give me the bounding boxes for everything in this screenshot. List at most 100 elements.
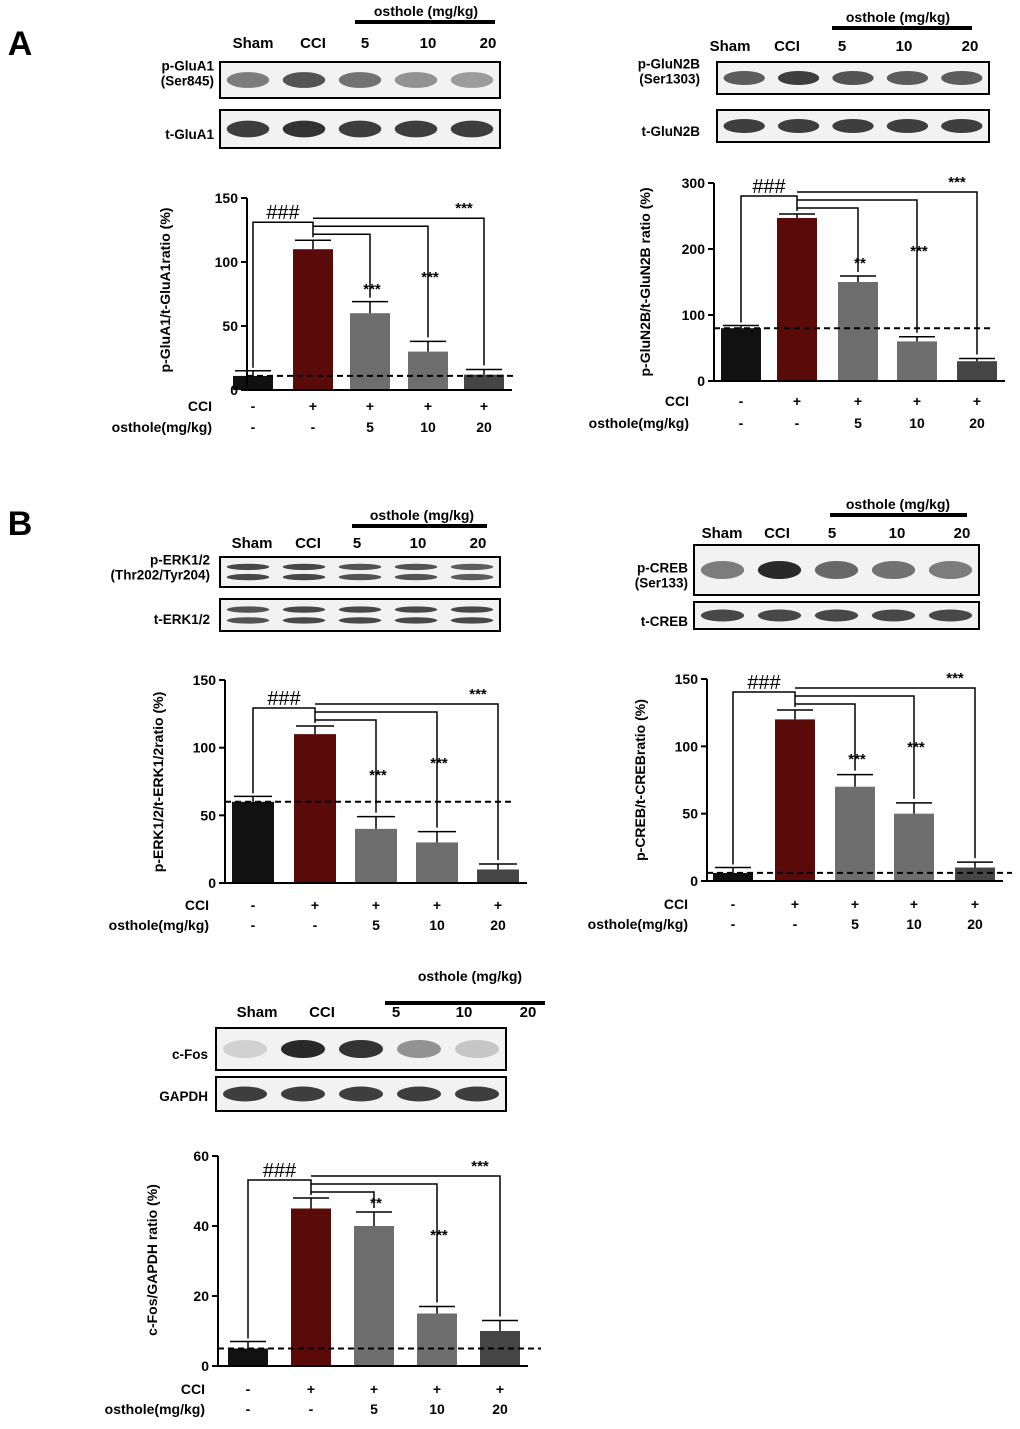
blot-band [871, 561, 916, 579]
blot-strip: t-GluA1 [165, 109, 501, 149]
blot-row-label: t-GluN2B [642, 124, 701, 139]
y-axis-label: p-CREB/t-CREBratio (%) [632, 699, 648, 861]
blot-band [338, 120, 382, 138]
treatment-label: osthole (mg/kg) [846, 496, 950, 512]
blot-strip: c-Fos [172, 1027, 507, 1071]
condition-value: 5 [851, 916, 859, 932]
y-tick-label: 20 [193, 1288, 209, 1304]
condition-value: + [424, 398, 432, 414]
blot-strip: p-GluA1(Ser845) [161, 59, 501, 99]
blot-band [777, 118, 820, 134]
blot-band [394, 606, 438, 613]
condition-value: + [973, 393, 981, 409]
condition-value: + [854, 393, 862, 409]
condition-value: + [309, 398, 317, 414]
y-tick-label: 100 [682, 307, 706, 323]
condition-label: osthole(mg/kg) [588, 916, 688, 932]
bar-osthole-5 [838, 282, 878, 381]
bar-osthole-5 [835, 786, 875, 881]
condition-label: osthole(mg/kg) [589, 415, 689, 431]
blot-band [226, 563, 270, 571]
blot-band [338, 606, 382, 613]
significance-label: *** [363, 281, 381, 298]
significance-bracket [797, 207, 859, 273]
y-tick-label: 300 [682, 175, 706, 191]
blot-row-label: (Ser1303) [639, 72, 700, 87]
bar-cci [291, 1208, 331, 1366]
y-axis-label: p-GluN2B/t-GluN2B ratio (%) [637, 188, 653, 377]
lane-label: Sham [702, 525, 743, 542]
condition-value: - [251, 419, 256, 435]
condition-value: + [851, 896, 859, 912]
blot-strip: p-CREB(Ser133) [635, 544, 980, 596]
y-tick-label: 0 [201, 1358, 209, 1374]
significance-label: *** [430, 755, 448, 772]
significance-bracket [795, 687, 976, 859]
blot-band [777, 70, 820, 86]
condition-value: + [311, 897, 319, 913]
bar-osthole-10 [408, 351, 448, 390]
blot-band [757, 561, 802, 579]
lane-label: 20 [520, 1004, 537, 1021]
y-tick-label: 150 [215, 190, 239, 206]
blot-band [450, 72, 494, 88]
blot-band [282, 120, 326, 138]
significance-label: *** [907, 739, 925, 756]
significance-label: ### [266, 202, 300, 224]
significance-label: *** [430, 1227, 448, 1244]
significance-label: *** [369, 767, 387, 784]
blot-band [280, 1086, 326, 1102]
lane-label: Sham [710, 38, 751, 55]
blot-band [282, 563, 326, 571]
condition-value: + [910, 896, 918, 912]
blot-band [928, 561, 973, 579]
blot-row-label: c-Fos [172, 1047, 208, 1062]
significance-label: ### [263, 1160, 297, 1182]
blot-band [700, 561, 745, 579]
condition-value: 5 [372, 917, 380, 933]
condition-value: - [739, 415, 744, 431]
y-tick-label: 100 [193, 740, 217, 756]
blot-band [226, 606, 270, 613]
condition-value: - [309, 1401, 314, 1417]
bar-cci [293, 249, 333, 390]
y-axis-label: p-GluA1/t-GluA1ratio (%) [157, 208, 173, 373]
condition-value: - [251, 917, 256, 933]
lane-label: 5 [361, 35, 369, 52]
y-tick-label: 50 [200, 807, 216, 823]
blot-band [338, 617, 382, 624]
blot-band [394, 563, 438, 571]
lane-label: 20 [954, 525, 971, 542]
blot-band [394, 573, 438, 581]
blot-band [886, 70, 929, 86]
blot-band [450, 573, 494, 581]
y-tick-label: 50 [222, 318, 238, 334]
blot-band [814, 609, 859, 622]
blot-band [454, 1086, 500, 1102]
blot-band [941, 118, 983, 134]
treatment-label: osthole (mg/kg) [418, 968, 522, 984]
blot-row-label: p-ERK1/2 [150, 553, 210, 568]
condition-value: + [496, 1381, 504, 1397]
condition-value: - [251, 897, 256, 913]
bar-chart: 0 50 100 150 p-ERK1/2/t-ERK1/2ratio (%) ### **… [109, 672, 527, 933]
y-tick-label: 150 [675, 671, 699, 687]
condition-value: 5 [370, 1401, 378, 1417]
condition-value: - [313, 917, 318, 933]
blot-band [941, 70, 983, 86]
bar-osthole-20 [957, 361, 997, 381]
significance-bracket [315, 711, 438, 828]
condition-value: 10 [909, 415, 925, 431]
blot-band [338, 563, 382, 571]
bar-sham [233, 375, 273, 390]
bar-osthole-10 [416, 842, 458, 883]
condition-value: 10 [420, 419, 436, 435]
condition-value: 20 [969, 415, 985, 431]
significance-label: ### [752, 176, 786, 198]
condition-value: - [739, 393, 744, 409]
significance-bracket [252, 221, 314, 368]
blot-row-label: t-ERK1/2 [154, 612, 210, 627]
bar-osthole-5 [354, 1226, 394, 1366]
